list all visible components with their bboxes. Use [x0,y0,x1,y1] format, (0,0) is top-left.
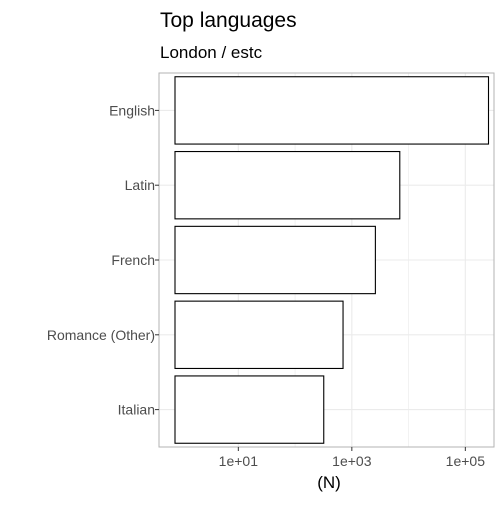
y-axis: English Latin French Romance (Other) Italian [47,102,159,418]
bar [174,300,344,370]
bar-layer [174,76,490,444]
category-label: Latin [125,177,155,193]
x-tick-label: 1e+03 [332,453,372,469]
chart-title: Top languages [160,9,297,32]
chart-subtitle: London / estc [160,43,263,62]
category-label: English [109,102,155,118]
bar [174,76,490,145]
bar [174,225,376,295]
category-label: Italian [118,402,155,418]
x-tick-label: 1e+05 [446,453,486,469]
category-label: Romance (Other) [47,327,155,343]
bar [174,150,401,220]
x-tick-label: 1e+01 [219,453,259,469]
bar [174,375,325,444]
x-axis: 1e+01 1e+03 1e+05 [219,447,486,469]
category-label: French [111,252,155,268]
x-axis-title: (N) [317,473,341,492]
